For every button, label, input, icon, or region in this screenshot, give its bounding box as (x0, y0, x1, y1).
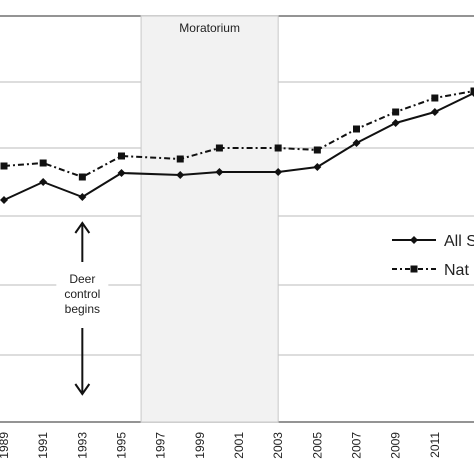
data-point-square (176, 155, 184, 163)
data-point-square (0, 162, 8, 170)
x-tick-label: 1989 (0, 432, 11, 459)
arrow-label-line: Deer (69, 272, 95, 286)
legend: All S Nat (386, 222, 474, 284)
legend-label: All S (444, 233, 474, 250)
data-point-diamond (117, 169, 126, 177)
x-tick-label: 1995 (115, 432, 129, 459)
legend-label: Nat (444, 262, 469, 279)
data-point-square (431, 94, 439, 102)
arrow-label-line: control (64, 287, 100, 301)
series-line-2 (3, 90, 474, 178)
data-point-diamond (274, 168, 283, 176)
data-point-square (78, 173, 86, 181)
arrow-head-down (74, 383, 91, 396)
x-axis-ticks: 1989 1991 1993 1995 1997 1999 2001 2003 2005 2007… (0, 432, 442, 459)
x-tick-label: 2007 (350, 432, 364, 459)
x-tick-label: 2011 (428, 432, 442, 458)
data-point-square (470, 87, 474, 95)
x-tick-label: 2001 (232, 432, 246, 459)
data-point-square (313, 146, 321, 154)
x-tick-label: 1999 (193, 432, 207, 459)
data-point-square (274, 144, 282, 152)
legend-marker-diamond (410, 236, 418, 244)
data-point-square (118, 152, 125, 160)
x-tick-label: 1991 (36, 432, 50, 459)
data-point-diamond (0, 196, 8, 204)
data-point-diamond (78, 193, 87, 201)
data-point-square (392, 108, 400, 116)
moratorium-shaded-region (140, 15, 279, 423)
arrow-head-up (74, 221, 91, 234)
arrow-label-background (56, 268, 109, 324)
series-line-1 (3, 92, 474, 201)
data-point-square (215, 144, 223, 152)
arrow-label-line: begins (65, 302, 100, 316)
data-point-diamond (430, 108, 439, 116)
plot-lines (0, 87, 474, 204)
data-point-diamond (313, 163, 322, 171)
x-tick-label: 1993 (75, 432, 89, 459)
data-point-diamond (215, 168, 224, 176)
data-point-square (353, 125, 360, 133)
data-point-diamond (352, 139, 361, 147)
legend-background (386, 222, 474, 284)
x-tick-label: 2009 (389, 432, 403, 459)
x-tick-label: 2005 (310, 432, 324, 459)
data-point-diamond (176, 171, 185, 179)
data-point-diamond (391, 119, 400, 127)
legend-marker-square (410, 265, 418, 273)
data-point-square (39, 159, 47, 167)
data-point-diamond (39, 178, 48, 186)
moratorium-label: Moratorium (179, 21, 240, 35)
x-tick-label: 2003 (271, 432, 285, 459)
x-tick-label: 1997 (154, 432, 168, 459)
